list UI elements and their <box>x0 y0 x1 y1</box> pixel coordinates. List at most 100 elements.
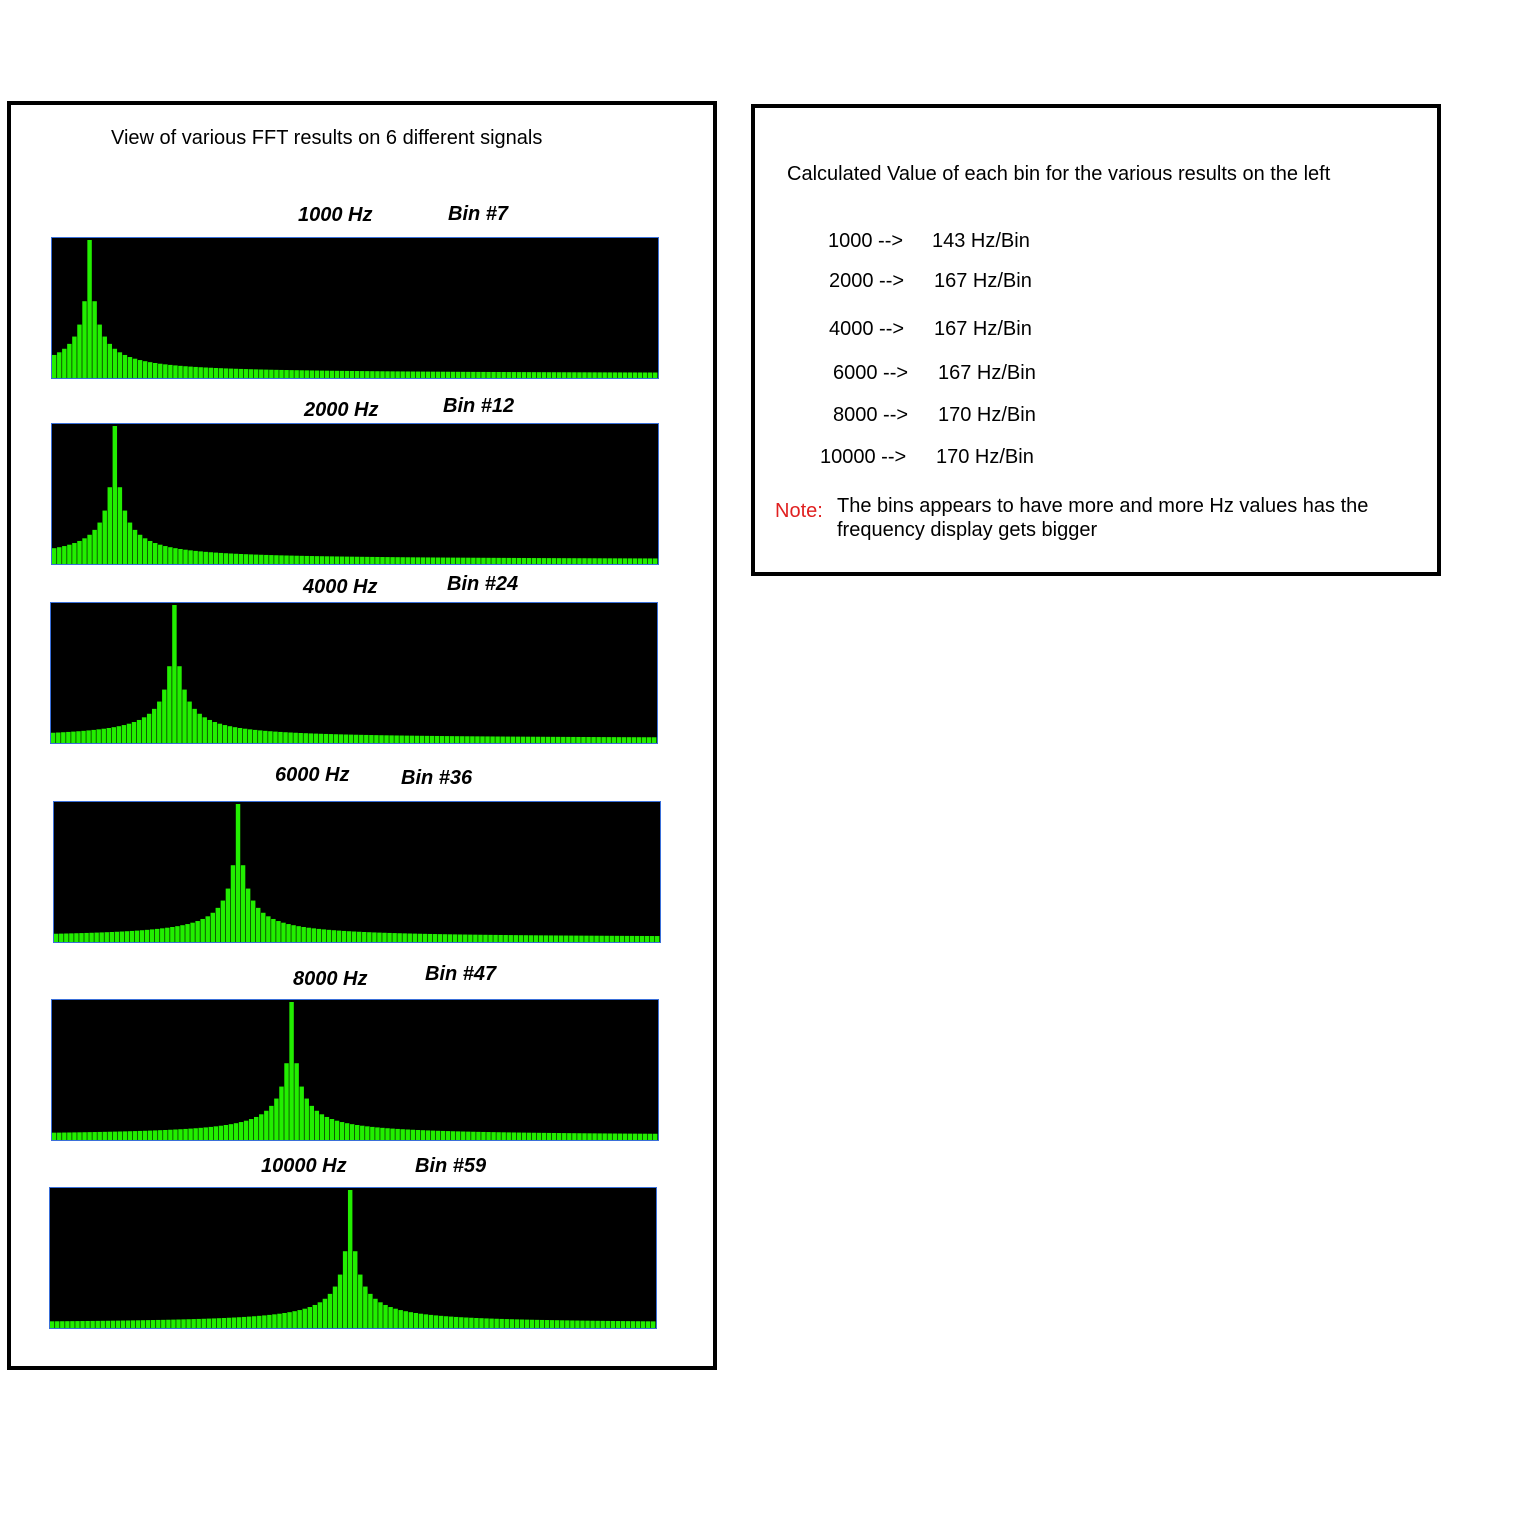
spectrum-bin-bar <box>393 1308 398 1328</box>
spectrum-bin-bar <box>126 723 132 743</box>
bin-row-frequency: 6000 --> <box>833 362 909 384</box>
spectrum-bin-bar <box>617 1133 623 1140</box>
spectrum-bin-bar <box>412 933 417 942</box>
spectrum-bin-bar <box>642 1133 648 1140</box>
spectrum-bin-bar <box>117 487 123 564</box>
spectrum-bin-bar <box>111 727 117 743</box>
spectrum-bin-bar <box>632 372 638 378</box>
spectrum-bin-bar <box>539 1319 545 1328</box>
spectrum-bin-bar <box>106 727 111 743</box>
spectrum-bin-bar <box>343 734 349 743</box>
spectrum-bin-bar <box>248 554 254 564</box>
spectrum-bin-bar <box>304 555 309 564</box>
spectrum-bin-bar <box>587 1133 592 1140</box>
spectrum-bin-bar <box>349 370 355 378</box>
spectrum-bin-bar <box>360 556 365 564</box>
spectrum-bin-bar <box>440 557 446 564</box>
spectrum-bin-bar <box>284 370 289 378</box>
spectrum-bin-bar <box>183 549 188 564</box>
spectrum-bin-bar <box>303 733 308 743</box>
spectrum-bin-bar <box>511 372 516 378</box>
spectrum-bin-bar <box>398 1310 403 1328</box>
spectrum-bin-bar <box>69 933 74 942</box>
spectrum-bin-bar <box>241 1316 247 1328</box>
spectrum-bin-bar <box>183 1128 188 1140</box>
spectrum-bin-bar <box>124 931 130 942</box>
spectrum-bin-bar <box>52 354 57 378</box>
spectrum-bin-bar <box>177 666 182 743</box>
spectrum-bin-bar <box>80 1321 85 1328</box>
spectrum-bin-bar <box>461 557 466 564</box>
spectrum-bin-bar <box>602 1133 607 1140</box>
spectrum-bin-bar <box>365 1126 370 1140</box>
spectrum-bin-bar <box>635 1321 641 1328</box>
spectrum-bin-bar <box>630 1321 636 1328</box>
spectrum-bin-bar <box>228 553 234 564</box>
spectrum-bin-bar <box>475 736 480 743</box>
spectrum-bin-bar <box>567 372 572 378</box>
spectrum-bin-bar <box>353 1251 358 1328</box>
spectrum-bin-bar <box>188 366 193 378</box>
spectrum-bin-bar <box>612 372 617 378</box>
spectrum-bin-bar <box>220 900 226 942</box>
spectrum-plot <box>54 804 660 942</box>
spectrum-bin-bar <box>127 1131 133 1140</box>
spectrum-bin-bar <box>627 372 633 378</box>
spectrum-bin-bar <box>549 1320 555 1328</box>
spectrum-bin-bar <box>110 1320 116 1328</box>
spectrum-bin-bar <box>60 1321 65 1328</box>
spectrum-bin-bar <box>147 1130 153 1140</box>
panel-title: Calculated Value of each bin for the var… <box>787 163 1331 185</box>
spectrum-bin-bar <box>264 369 269 378</box>
bin-row-value: 170 Hz/Bin <box>938 404 1036 426</box>
spectrum-bin-bar <box>193 366 198 378</box>
spectrum-bin-bar <box>362 931 367 942</box>
spectrum-bin-bar <box>318 733 324 743</box>
spectrum-bin-bar <box>109 931 114 942</box>
spectrum-bin-bar <box>127 522 133 564</box>
spectrum-bin-bar <box>636 737 642 743</box>
spectrum-bin-bar <box>82 538 87 564</box>
spectrum-bin-bar <box>557 1133 562 1140</box>
spectrum-bin-bar <box>116 726 122 743</box>
spectrum-bin-bar <box>122 1131 128 1140</box>
spectrum-bin-bar <box>439 736 445 743</box>
spectrum-bin-bar <box>153 543 158 564</box>
spectrum-bin-bar <box>309 1105 314 1140</box>
spectrum-bin-bar <box>293 732 298 743</box>
spectrum-bin-bar <box>97 324 102 378</box>
spectrum-bin-bar <box>614 935 619 942</box>
spectrum-bin-bar <box>238 368 244 378</box>
spectrum-bin-bar <box>50 1321 55 1328</box>
spectrum-bin-bar <box>587 372 592 378</box>
spectrum-bin-bar <box>156 1319 161 1328</box>
spectrum-bin-bar <box>597 558 602 564</box>
spectrum-bin-bar <box>157 701 162 743</box>
spectrum-bin-bar <box>654 936 660 942</box>
spectrum-bin-bar <box>417 933 423 942</box>
spectrum-bin-bar <box>521 1132 527 1140</box>
spectrum-bin-bar <box>79 933 84 942</box>
spectrum-bin-bar <box>557 558 562 564</box>
spectrum-bin-bar <box>397 933 402 942</box>
spectrum-bin-bar <box>494 1318 499 1328</box>
spectrum-bin-bar <box>323 733 329 743</box>
spectrum-bin-bar <box>574 935 579 942</box>
spectrum-bin-bar <box>368 1293 373 1328</box>
spectrum-bin-bar <box>172 605 177 743</box>
spectrum-bin-bar <box>622 558 628 564</box>
spectrum-bin-bar <box>121 725 127 743</box>
spectrum-bin-bar <box>259 554 264 564</box>
spectrum-bin-bar <box>617 558 623 564</box>
spectrum-bin-bar <box>543 935 549 942</box>
spectrum-bin-bar <box>616 737 622 743</box>
spectrum-5-bin-label: Bin #47 <box>425 963 497 985</box>
spectrum-bin-bar <box>247 729 253 743</box>
spectrum-bin-bar <box>476 371 481 378</box>
spectrum-bin-bar <box>162 689 167 743</box>
spectrum-bin-bar <box>313 733 319 743</box>
spectrum-bin-bar <box>301 926 306 942</box>
spectrum-bin-bar <box>252 1316 257 1328</box>
spectrum-bin-bar <box>117 1131 123 1140</box>
spectrum-bin-bar <box>115 1320 121 1328</box>
